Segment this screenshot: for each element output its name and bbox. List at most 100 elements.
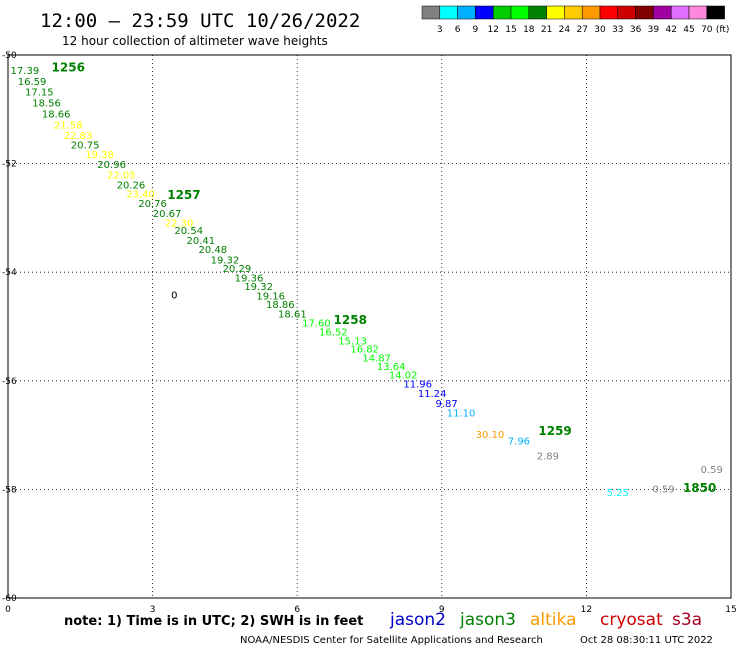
color-scale-label: 30	[594, 25, 606, 35]
swh-value-label: 18.56	[32, 99, 61, 110]
swh-value-label: 17.15	[25, 88, 54, 99]
color-scale-label: 42	[665, 25, 676, 35]
color-scale-label: 21	[541, 25, 552, 35]
color-swatch	[510, 5, 530, 20]
y-tick-label: -60	[2, 594, 17, 604]
satellite-s3a-label: s3a	[672, 610, 702, 630]
swh-value-label: 18.86	[266, 300, 295, 311]
swh-value-label: 2.89	[537, 452, 559, 463]
swh-value-label: 18.66	[42, 109, 71, 120]
swh-value-label: 20.76	[138, 199, 167, 210]
swh-value-label: 17.39	[11, 66, 40, 77]
swh-value-label: 9.87	[435, 399, 457, 410]
swh-value-label: 17.60	[302, 319, 331, 330]
color-swatch	[635, 5, 654, 20]
color-swatch	[439, 5, 458, 20]
color-scale-label: 70	[701, 25, 713, 35]
y-tick-label: -50	[2, 51, 17, 61]
color-scale-label: 36	[630, 25, 642, 35]
swh-value-label: 16.82	[350, 345, 379, 356]
swh-value-label: 7.96	[508, 436, 530, 447]
swh-value-label: 20.41	[186, 236, 215, 247]
swh-value-label: 20.67	[153, 209, 182, 220]
color-scale-label: 3	[437, 25, 443, 35]
swh-value-label: 30.10	[476, 430, 505, 441]
y-tick-label: -52	[2, 160, 17, 170]
color-swatch	[457, 5, 476, 20]
swh-value-label: 22.83	[64, 131, 93, 142]
swh-value-label: 22.30	[165, 219, 194, 230]
swh-value-label: 11.96	[403, 379, 432, 390]
satellite-jason3-label: jason3	[459, 610, 516, 630]
swh-value-label: 15.13	[338, 336, 367, 347]
swh-value-label: 20.29	[223, 264, 252, 275]
swh-value-label: 23.40	[126, 189, 155, 200]
swh-value-label: 20.48	[199, 245, 228, 256]
color-swatch	[492, 5, 512, 20]
swh-value-label: 20.96	[97, 160, 126, 171]
color-scale-label: 33	[612, 25, 623, 35]
note-text: note: 1) Time is in UTC; 2) SWH is in fe…	[64, 614, 363, 629]
swh-value-label: 18.61	[278, 309, 307, 320]
swh-value-label: 22.05	[107, 170, 136, 181]
color-scale-label: 6	[455, 25, 461, 35]
color-scale-unit: (ft)	[716, 25, 730, 35]
time-label: 1850	[683, 481, 716, 495]
plot-frame	[7, 54, 732, 599]
swh-value-label: 16.52	[319, 328, 348, 339]
satellite-cryosat-label: cryosat	[600, 610, 663, 630]
color-swatch	[475, 5, 494, 20]
chart-subtitle: 12 hour collection of altimeter wave hei…	[62, 34, 328, 48]
color-swatch	[688, 5, 708, 20]
color-scale-label: 27	[576, 25, 587, 35]
swh-value-label: 20.75	[71, 140, 100, 151]
swh-value-label: 21.58	[54, 120, 83, 131]
x-tick-label: 9	[439, 605, 445, 615]
y-tick-label: -56	[2, 377, 17, 387]
swh-value-label: 0.59	[652, 485, 674, 496]
time-label: 1259	[538, 424, 571, 438]
swh-value-label: 13.64	[377, 362, 406, 373]
swh-value-label: 16.59	[18, 77, 47, 88]
swh-value-label: 11.24	[418, 389, 447, 400]
swh-value-label: 19.16	[256, 291, 285, 302]
swh-value-label: 14.02	[389, 371, 418, 382]
satellite-altika-label: altika	[530, 610, 577, 630]
swh-value-label: 0	[171, 290, 177, 301]
color-scale-label: 12	[487, 25, 498, 35]
color-scale-label: 18	[523, 25, 535, 35]
color-swatch	[599, 5, 619, 20]
swh-value-label: 11.10	[447, 409, 476, 420]
swh-value-label: 0.59	[701, 465, 723, 476]
satellite-jason2-label: jason2	[389, 610, 446, 630]
timestamp-text: Oct 28 08:30:11 UTC 2022	[580, 635, 713, 646]
swh-value-label: 20.54	[174, 226, 203, 237]
color-scale-label: 39	[648, 25, 660, 35]
color-scale-label: 9	[473, 25, 479, 35]
color-scale-label: 15	[505, 25, 516, 35]
x-tick-label: 6	[294, 605, 300, 615]
chart-title: 12:00 – 23:59 UTC 10/26/2022	[40, 10, 360, 32]
color-swatch	[421, 5, 441, 20]
color-swatch	[546, 5, 565, 20]
swh-value-label: 5.25	[607, 488, 629, 499]
color-scale-label: 45	[683, 25, 694, 35]
color-swatch	[706, 5, 725, 20]
swh-value-label: 20.26	[117, 181, 146, 192]
time-label: 1257	[167, 188, 200, 202]
y-tick-label: -58	[2, 485, 17, 495]
x-tick-label: 3	[150, 605, 156, 615]
swh-value-label: 19.32	[211, 256, 240, 267]
color-swatch	[653, 5, 672, 20]
color-swatch	[528, 5, 547, 20]
color-scale-legend: 3 6 9 12 15 18 21 24 27 30 33 36 39 42 45 70 (ft)	[421, 5, 730, 35]
time-label: 1258	[334, 313, 367, 327]
x-tick-label: 0	[5, 605, 11, 615]
x-tick-label: 15	[725, 605, 736, 615]
swh-value-label: 19.36	[235, 273, 264, 284]
y-tick-label: -54	[2, 268, 17, 278]
time-label: 1256	[52, 60, 85, 74]
plot-area: 0 3 6 9 12 15 -50 -52 -54 -56 -58 -60 17.3916.5917.1…	[2, 51, 737, 615]
swh-value-label: 19.32	[244, 282, 273, 293]
